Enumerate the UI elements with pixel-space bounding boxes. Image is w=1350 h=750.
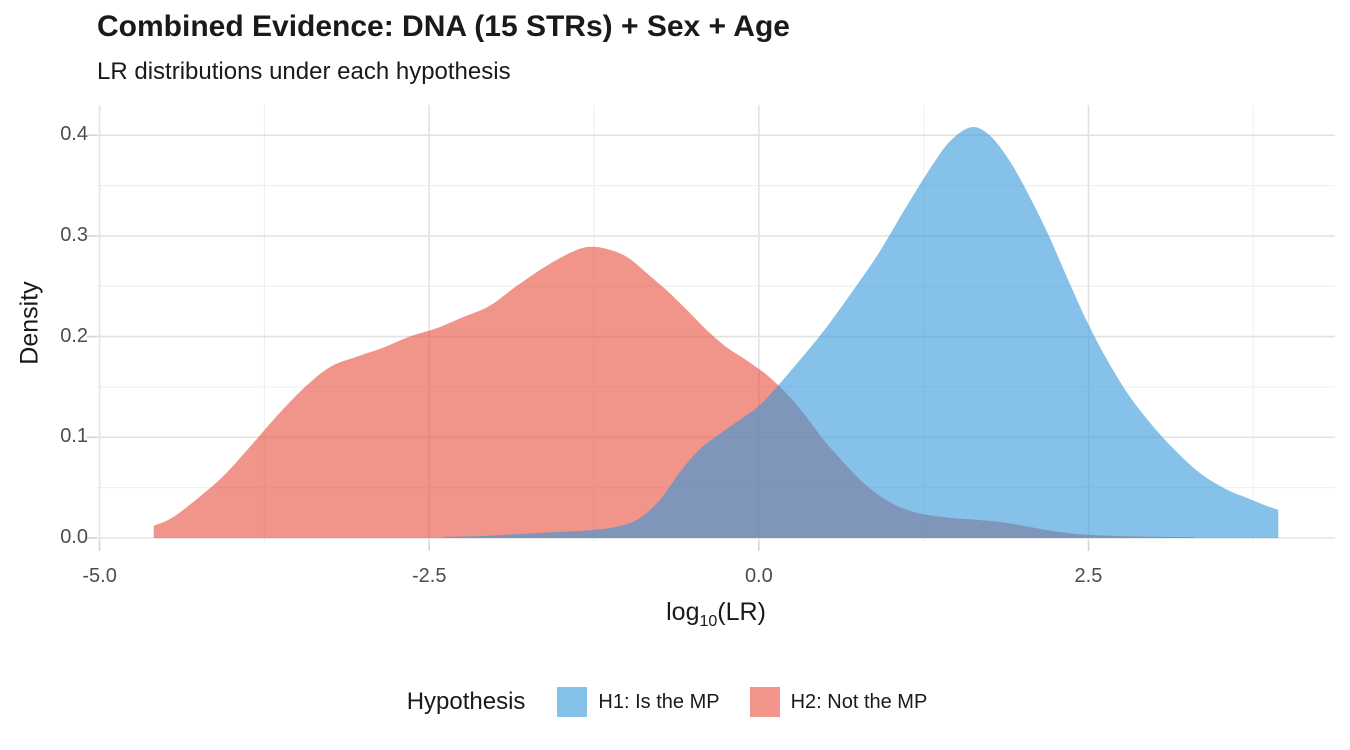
density-areas	[153, 127, 1279, 539]
legend: Hypothesis H1: Is the MP H2: Not the MP	[0, 680, 1350, 724]
x-tick-label: 0.0	[744, 565, 773, 587]
chart-subtitle: LR distributions under each hypothesis	[97, 58, 511, 85]
y-tick-label: 0.0	[60, 525, 88, 548]
x-tick-label: -2.5	[412, 565, 447, 587]
legend-swatch-icon	[749, 687, 780, 717]
density-area-h2	[153, 246, 1194, 538]
x-tick-label: -5.0	[82, 565, 117, 587]
legend-entry: H1: Is the MP	[557, 687, 735, 717]
x-axis-title-sub: 10	[699, 613, 718, 630]
x-axis-title: log10(LR)	[666, 598, 766, 631]
legend-swatch-icon	[557, 687, 588, 717]
legend-label: H1: Is the MP	[598, 690, 720, 713]
chart-title: Combined Evidence: DNA (15 STRs) + Sex +…	[97, 10, 790, 43]
legend-entry: H2: Not the MP	[749, 687, 944, 717]
y-tick-label: 0.1	[60, 425, 88, 448]
plot-panel	[87, 105, 1335, 551]
legend-label: H2: Not the MP	[790, 690, 928, 713]
axis-tickmarks	[87, 134, 1090, 551]
x-axis-title-post: (LR)	[717, 598, 766, 626]
y-tick-label: 0.4	[60, 123, 88, 146]
y-tick-label: 0.2	[60, 324, 88, 347]
y-axis-title: Density	[15, 281, 44, 365]
legend-title: Hypothesis	[406, 688, 526, 715]
density-area-h1	[442, 127, 1279, 539]
y-tick-label: 0.3	[60, 223, 88, 246]
x-tick-label: 2.5	[1074, 565, 1103, 587]
x-axis-title-pre: log	[666, 598, 700, 626]
